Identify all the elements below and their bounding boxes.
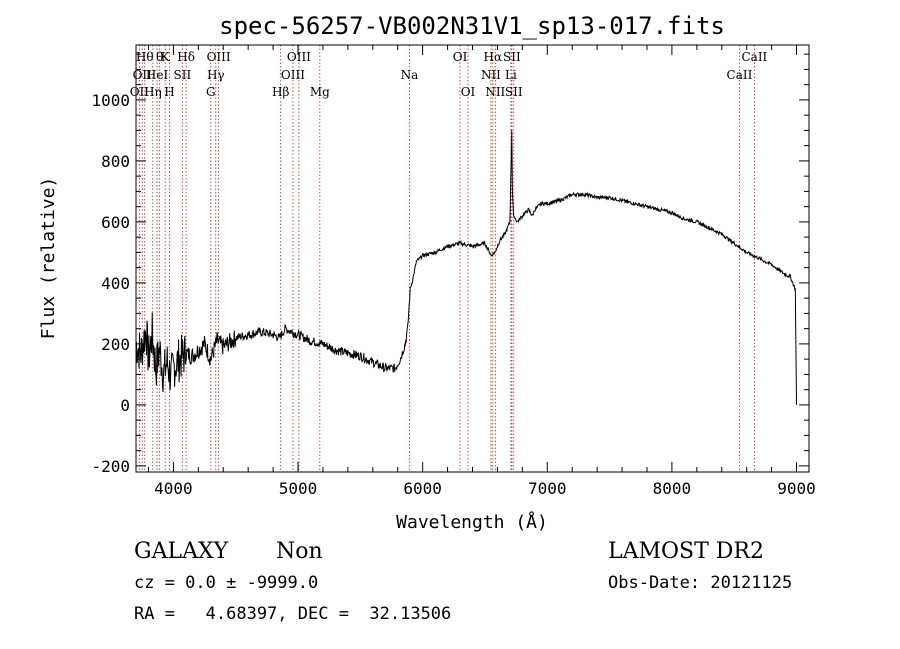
line-label-23: SII [503,50,521,64]
line-label-19: OI [461,85,476,99]
survey-label: LAMOST DR2 [608,539,764,564]
y-tick-label-5: 800 [101,152,130,171]
line-markers [138,45,755,472]
y-tick-label-6: 1000 [91,91,130,110]
line-label-13: Hβ [272,85,289,99]
y-tick-label-4: 600 [101,213,130,232]
plot-frame [135,44,810,473]
x-tick-label-3: 7000 [528,479,567,498]
line-label-16: Mg [310,85,330,99]
y-axis: -200 0 200 400 600 800 1000 [91,53,809,476]
line-label-22: NII [485,85,505,99]
line-label-26: CaII [727,68,753,82]
x-tick-label-4: 8000 [653,479,692,498]
x-tick-label-5: 9000 [777,479,816,498]
line-labels: OIIOIIHθHηHeIθKHSIIHδGHγOIIIHβOIIIOIIIMg… [130,50,768,99]
line-label-14: OIII [281,68,305,82]
line-label-6: K [161,50,171,64]
y-axis-label: Flux (relative) [38,177,59,340]
obs-date-label: Obs-Date: 20121125 [608,573,792,593]
line-label-10: G [206,85,216,99]
line-label-15: OIII [287,50,311,64]
line-label-12: OIII [207,50,231,64]
classification-label: GALAXY [134,539,229,564]
line-label-18: OI [453,50,468,64]
redshift-label: cz = 0.0 ± -9999.0 [134,573,318,593]
spectrum-line [135,130,797,405]
x-tick-label-1: 5000 [279,479,318,498]
line-label-11: Hγ [207,68,225,82]
line-label-25: Li [505,68,517,82]
line-label-20: NII [481,68,501,82]
subclass-label: Non [276,539,323,564]
x-axis-label: Wavelength (Å) [396,511,548,533]
y-tick-label-2: 200 [101,335,130,354]
x-tick-label-2: 6000 [403,479,442,498]
line-label-21: Hα [484,50,503,64]
line-label-1: OII [133,68,153,82]
line-label-7: H [164,85,174,99]
x-tick-label-0: 4000 [154,479,193,498]
line-label-17: Na [401,68,419,82]
radec-label: RA = 4.68397, DEC = 32.13506 [134,604,451,624]
line-label-3: Hη [144,85,162,99]
line-label-2: Hθ [136,50,154,64]
line-label-27: CaII [741,50,767,64]
y-tick-label-1: 0 [120,396,130,415]
line-label-9: Hδ [177,50,195,64]
line-label-8: SII [174,68,192,82]
line-label-4: HeI [146,68,169,82]
chart-title: spec-56257-VB002N31V1_sp13-017.fits [219,12,725,40]
line-label-24: SII [505,85,523,99]
y-tick-label-3: 400 [101,274,130,293]
y-tick-label-0: -200 [91,457,130,476]
x-axis: 4000 5000 6000 7000 8000 9000 [147,45,816,498]
line-label-0: OII [130,85,150,99]
line-label-5: θ [156,50,163,64]
